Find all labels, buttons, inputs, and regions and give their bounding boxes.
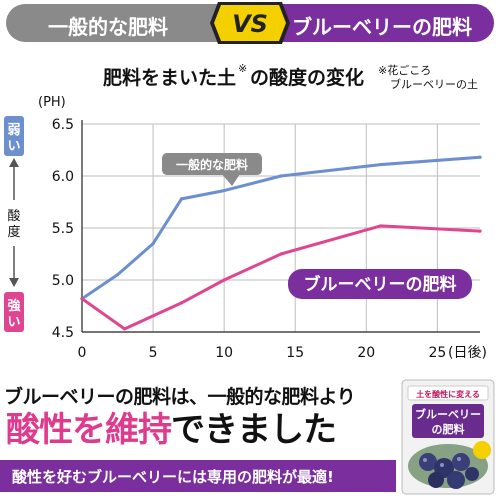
callout-general: 一般的な肥料 <box>162 153 262 186</box>
chart-footnote-line1: ※花ごころ <box>378 63 431 77</box>
bottom-claim-accent: 酸性を維持 <box>6 410 172 450</box>
banner-left-label: 一般的な肥料 <box>48 15 168 39</box>
vs-badge-fill <box>214 5 286 41</box>
x-tick-label: 0 <box>78 345 87 361</box>
bottom-bar: 酸性を好むブルーベリーには専用の肥料が最適! <box>0 460 396 492</box>
y-axis-label: (PH) <box>38 95 66 110</box>
y-tick-label: 6.5 <box>52 117 74 133</box>
acidity-label-2: 度 <box>7 224 20 240</box>
series-point-0 <box>151 242 155 246</box>
x-tick-label: 5 <box>149 345 158 361</box>
callout-blueberry-label: ブルーベリーの肥料 <box>304 274 457 295</box>
chart-footnote-line2: ブルーベリーの土 <box>390 77 478 91</box>
series-point-1 <box>179 301 184 305</box>
product-badge <box>473 441 491 459</box>
strong-badge <box>4 292 24 332</box>
weak-label-1: 弱 <box>7 122 20 138</box>
chart: 肥料をまいた土 ※ の酸度の変化 ※花ごころ ブルーベリーの土 (PH) (日後… <box>4 62 487 361</box>
bottom-bar-text: 酸性を好むブルーベリーには専用の肥料が最適! <box>12 468 334 486</box>
product-name-2: の肥料 <box>432 422 465 436</box>
product-top-band <box>407 385 489 401</box>
arrow-up-icon <box>9 158 19 167</box>
series-point-1 <box>378 224 383 228</box>
y-tick-label: 5.5 <box>52 221 74 237</box>
chart-title-main: 肥料をまいた土 <box>103 66 236 89</box>
arrow-down-icon <box>9 278 19 287</box>
bottom-headline: ブルーベリーの肥料は、一般的な肥料より <box>4 386 356 408</box>
series-line-0 <box>80 155 482 301</box>
series-point-0 <box>179 197 184 201</box>
series-point-1 <box>279 252 283 256</box>
chart-title-suffix: の酸度の変化 <box>250 66 364 89</box>
tick-labels: 4.5 5.0 5.5 6.0 6.5 0 5 10 15 20 25 <box>52 117 447 361</box>
blueberries-image <box>408 444 488 489</box>
callout-general-label: 一般的な肥料 <box>176 157 248 172</box>
vs-label: VS <box>232 10 268 38</box>
x-tick-label: 25 <box>428 345 446 361</box>
weak-badge <box>4 116 24 156</box>
product-name-1: ブルーベリー <box>415 407 481 421</box>
series-point-0 <box>378 162 383 167</box>
chart-title: 肥料をまいた土 ※ の酸度の変化 <box>103 62 364 89</box>
banner-right-label: ブルーベリーの肥料 <box>292 15 472 39</box>
x-tick-label: 10 <box>215 345 233 361</box>
callout-blueberry-box <box>288 269 472 299</box>
callout-blueberry: ブルーベリーの肥料 <box>288 269 472 299</box>
series-point-1 <box>478 229 482 233</box>
series-point-0 <box>222 188 226 193</box>
strong-label-1: 強 <box>7 298 20 314</box>
product-top-text: 土を酸性に変える <box>416 389 480 399</box>
callout-general-pointer <box>222 174 240 186</box>
series-point-0 <box>478 155 482 159</box>
axes <box>81 120 480 333</box>
chart-title-mark: ※ <box>238 62 247 75</box>
y-tick-label: 4.5 <box>52 325 74 341</box>
series-point-1 <box>222 278 226 282</box>
acidity-label-1: 酸 <box>7 209 20 224</box>
x-tick-label: 20 <box>357 345 375 361</box>
x-axis-label: (日後) <box>448 345 487 361</box>
callout-blueberry-pointer <box>288 276 300 290</box>
series-point-0 <box>115 273 120 277</box>
series-point-0 <box>279 174 283 178</box>
top-banner: 一般的な肥料 ブルーベリーの肥料 VS <box>0 0 500 48</box>
strong-label-2: い <box>7 315 20 330</box>
acidity-indicator: 弱 い 酸 度 強 い <box>4 116 24 332</box>
series <box>80 155 482 331</box>
series-point-1 <box>80 297 84 301</box>
bottom-claim-rest: できました <box>171 410 337 450</box>
series-point-1 <box>123 327 127 331</box>
product-label <box>412 404 484 438</box>
x-tick-label: 15 <box>286 345 304 361</box>
product-image: 土を酸性に変える ブルーベリー の肥料 <box>401 379 495 495</box>
banner-left: 一般的な肥料 <box>6 4 236 42</box>
vs-badge: VS <box>210 2 290 44</box>
callout-general-box <box>162 153 262 175</box>
y-tick-label: 5.0 <box>52 273 74 289</box>
weak-label-2: い <box>7 139 20 154</box>
bottom-claim: 酸性を維持できました <box>6 408 337 452</box>
y-tick-label: 6.0 <box>52 169 74 185</box>
banner-right: ブルーベリーの肥料 <box>262 4 494 42</box>
